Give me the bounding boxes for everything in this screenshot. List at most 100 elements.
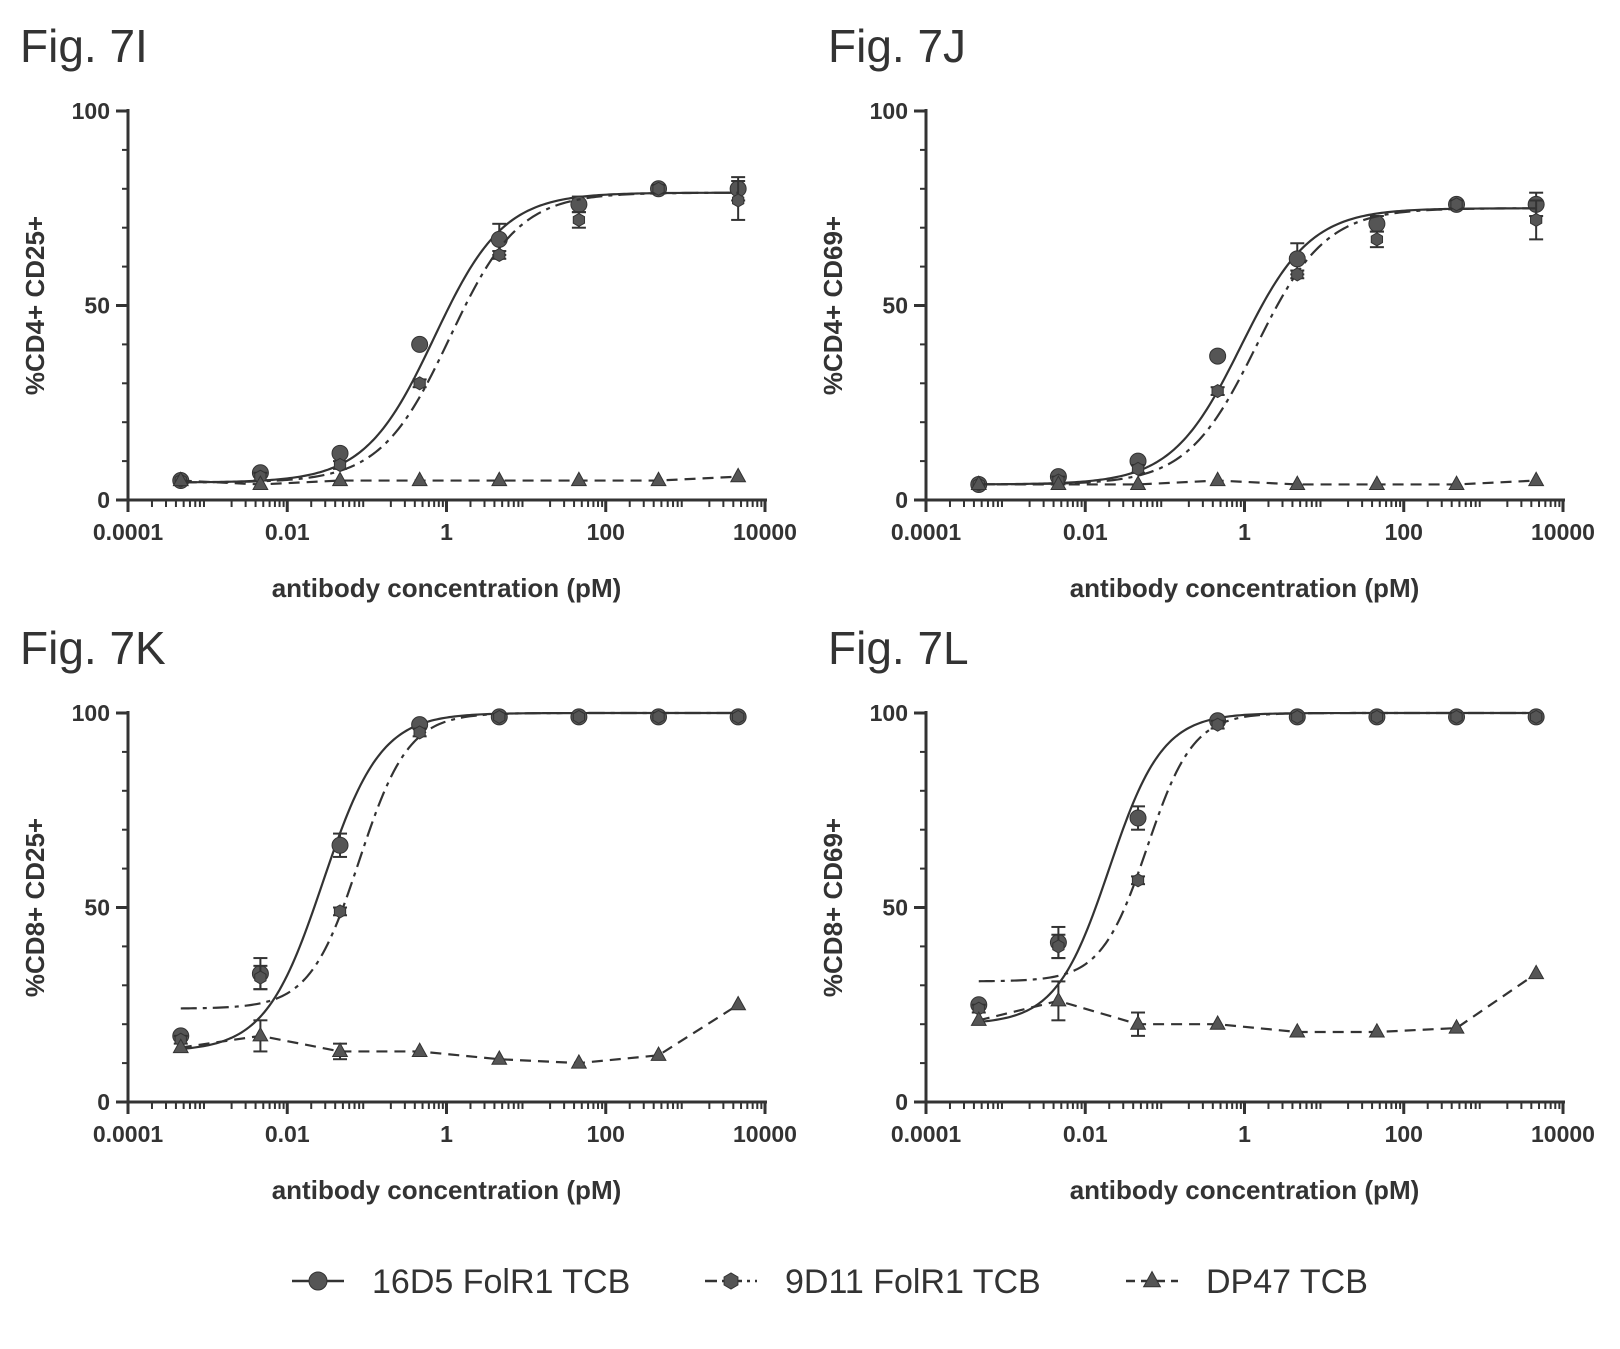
data-point [1131, 461, 1145, 476]
x-tick-label: 10000 [733, 1121, 797, 1147]
series-line [180, 191, 739, 484]
series-circle [172, 176, 747, 490]
x-tick-label: 1 [1238, 519, 1251, 545]
x-tick-label: 10000 [1531, 1121, 1595, 1147]
data-point [732, 193, 745, 208]
data-point [572, 709, 586, 724]
data-point [411, 335, 429, 353]
data-point [331, 1042, 349, 1057]
figure-title: Fig. 7L [828, 622, 969, 674]
data-point [331, 471, 349, 487]
x-tick-label: 10000 [1531, 519, 1595, 545]
data-point [1131, 873, 1145, 888]
y-tick-label: 0 [895, 487, 908, 513]
data-point [1368, 475, 1386, 490]
data-point [1289, 475, 1306, 490]
data-point [1370, 709, 1384, 724]
data-point [331, 836, 349, 854]
series-triangle [172, 467, 747, 490]
data-point [1052, 939, 1065, 954]
y-axis-title: %CD4+ CD25+ [20, 216, 50, 395]
chart-panel-3: Fig. 7K 0 50 100 0.0001 0.01 1 100 10000 antibody… [20, 622, 797, 1205]
legend-label: DP47 TCB [1206, 1263, 1368, 1301]
data-point [413, 376, 426, 391]
data-point [650, 471, 667, 487]
x-tick-label: 0.01 [265, 1121, 310, 1147]
y-tick-label: 100 [72, 98, 110, 124]
data-point [1450, 197, 1463, 212]
data-point [333, 904, 347, 919]
data-point [570, 471, 588, 487]
data-point [252, 1026, 269, 1042]
y-axis-title: %CD8+ CD69+ [818, 818, 848, 997]
data-point [1288, 250, 1306, 268]
y-axis-title: %CD8+ CD25+ [20, 818, 50, 997]
data-point [729, 467, 747, 483]
x-tick-label: 1 [440, 1121, 453, 1147]
legend-label: 16D5 FolR1 TCB [372, 1263, 630, 1301]
legend-item: DP47 TCB [1126, 1263, 1368, 1301]
series-triangle [172, 995, 747, 1069]
data-point [1450, 709, 1463, 724]
legend: 16D5 FolR1 TCB 9D11 FolR1 TCB DP47 TCB [292, 1263, 1368, 1301]
legend-item: 16D5 FolR1 TCB [292, 1263, 630, 1301]
series-line [180, 711, 739, 1051]
data-point [652, 709, 665, 724]
data-point [172, 1038, 189, 1054]
legend-marker [1142, 1270, 1162, 1288]
data-point [254, 970, 267, 985]
y-tick-label: 100 [870, 700, 908, 726]
data-point [1129, 809, 1147, 827]
series-line [978, 207, 1537, 486]
data-point [652, 181, 665, 196]
data-point [172, 471, 189, 487]
y-tick-label: 100 [870, 98, 908, 124]
y-tick-label: 0 [97, 1089, 110, 1115]
series-hexagon [174, 180, 746, 488]
x-tick-label: 100 [1385, 519, 1423, 545]
data-point [1368, 1022, 1386, 1038]
data-point [1291, 267, 1304, 282]
data-point [491, 1049, 508, 1065]
series-triangle [970, 471, 1545, 490]
chart-panel-1: Fig. 7I 0 50 100 0.0001 0.01 1 100 10000 antibody… [20, 20, 797, 603]
x-tick-label: 0.01 [1063, 519, 1108, 545]
x-axis-title: antibody concentration (pM) [272, 573, 622, 603]
data-point [732, 709, 745, 724]
x-axis-title: antibody concentration (pM) [1070, 573, 1420, 603]
data-point [1209, 471, 1226, 487]
series-line [978, 711, 1537, 983]
data-point [1289, 1022, 1306, 1038]
figure-title: Fig. 7K [20, 622, 166, 674]
x-axis-title: antibody concentration (pM) [272, 1175, 622, 1205]
figure-title: Fig. 7J [828, 20, 966, 72]
x-axis-title: antibody concentration (pM) [1070, 1175, 1420, 1205]
y-tick-label: 0 [895, 1089, 908, 1115]
series-line [180, 475, 739, 486]
x-tick-label: 0.0001 [93, 1121, 164, 1147]
y-tick-label: 50 [84, 895, 110, 921]
y-tick-label: 50 [882, 895, 908, 921]
x-tick-label: 0.0001 [891, 1121, 962, 1147]
series-hexagon [972, 197, 1544, 492]
series-triangle [970, 964, 1545, 1038]
y-tick-label: 0 [97, 487, 110, 513]
series-hexagon [971, 709, 1543, 1016]
data-point [970, 475, 987, 490]
data-point [1370, 232, 1384, 247]
series-line [180, 711, 739, 1010]
series-hexagon [173, 709, 745, 1047]
data-point [1211, 384, 1224, 399]
figure-title: Fig. 7I [20, 20, 148, 72]
legend-marker [723, 1272, 739, 1290]
data-point [1530, 212, 1543, 227]
data-point [1530, 709, 1543, 724]
y-axis-title: %CD4+ CD69+ [818, 216, 848, 395]
data-point [1209, 347, 1227, 365]
data-point [1291, 709, 1304, 724]
data-point [1050, 475, 1067, 490]
series-line [180, 1003, 739, 1065]
data-point [413, 725, 426, 740]
data-point [1527, 471, 1545, 487]
